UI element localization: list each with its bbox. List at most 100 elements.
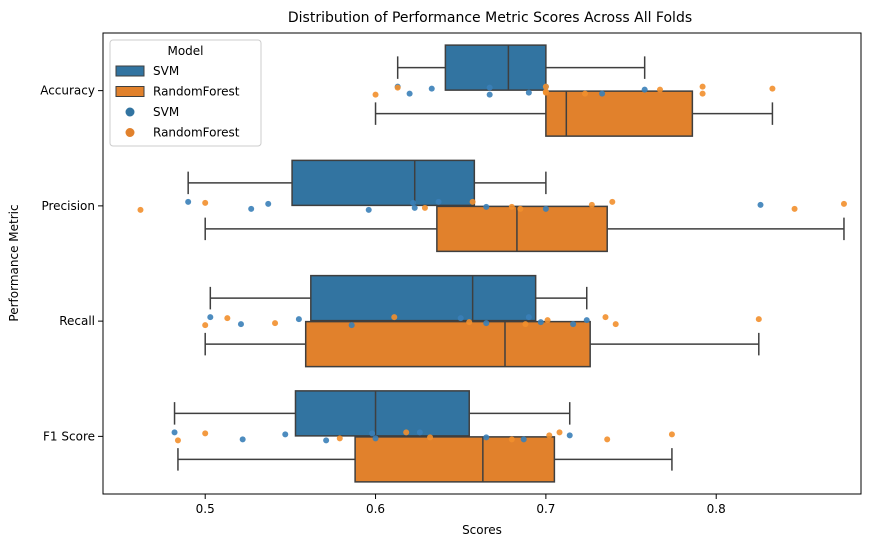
- box-svm-0: [396, 44, 646, 91]
- x-tick-label: 0.8: [707, 502, 726, 516]
- point-randomforest: [612, 321, 619, 328]
- x-tick-label: 0.6: [366, 502, 385, 516]
- point-randomforest: [403, 429, 410, 436]
- point-randomforest: [224, 315, 231, 322]
- legend-label: RandomForest: [153, 126, 240, 140]
- point-randomforest: [699, 90, 706, 97]
- box-svm-1: [187, 159, 547, 207]
- point-svm: [323, 437, 330, 444]
- point-randomforest: [755, 316, 762, 323]
- x-tick-label: 0.5: [196, 502, 215, 516]
- point-randomforest: [604, 436, 611, 443]
- y-tick-label: F1 Score: [43, 429, 95, 443]
- point-svm: [239, 436, 246, 443]
- y-tick-label: Recall: [59, 314, 95, 328]
- legend-swatch-box: [115, 86, 145, 97]
- point-svm: [435, 198, 442, 205]
- point-randomforest: [137, 206, 144, 213]
- point-svm: [416, 429, 423, 436]
- legend-frame: [109, 39, 262, 147]
- point-randomforest: [174, 437, 181, 444]
- point-svm: [185, 198, 192, 205]
- point-randomforest: [546, 432, 553, 439]
- point-randomforest: [202, 199, 209, 206]
- point-svm: [171, 429, 178, 436]
- point-randomforest: [609, 198, 616, 205]
- legend: Model SVM RandomForest SVM RandomForest: [109, 39, 262, 147]
- box-iqr: [436, 205, 608, 253]
- point-randomforest: [791, 205, 798, 212]
- point-randomforest: [202, 322, 209, 329]
- point-randomforest: [668, 431, 675, 438]
- point-svm: [428, 85, 435, 92]
- x-axis-title: Scores: [462, 523, 502, 537]
- box-iqr: [291, 159, 476, 207]
- point-randomforest: [840, 200, 847, 207]
- point-randomforest: [522, 321, 529, 328]
- box-randomforest-0: [374, 90, 774, 137]
- point-svm: [525, 89, 532, 96]
- legend-swatch-point: [125, 128, 135, 137]
- legend-title: Model: [167, 44, 203, 58]
- point-svm: [237, 321, 244, 328]
- legend-label: RandomForest: [153, 85, 240, 99]
- point-svm: [483, 203, 490, 210]
- point-randomforest: [372, 91, 379, 98]
- point-svm: [483, 320, 490, 327]
- point-svm: [566, 432, 573, 439]
- point-randomforest: [544, 317, 551, 324]
- point-svm: [265, 200, 272, 207]
- point-randomforest: [517, 205, 524, 212]
- y-tick-label: Accuracy: [40, 84, 95, 98]
- point-svm: [369, 430, 376, 437]
- legend-swatch-box: [115, 65, 145, 77]
- box-svm-2: [209, 274, 588, 322]
- plot-frame: [102, 32, 862, 495]
- box-iqr: [294, 390, 470, 437]
- point-svm: [537, 319, 544, 326]
- point-randomforest: [699, 83, 706, 90]
- y-axis: Accuracy Precision Recall F1 Score: [40, 84, 103, 443]
- box-randomforest-2: [204, 320, 760, 368]
- legend-label: SVM: [153, 64, 179, 78]
- point-svm: [599, 90, 606, 97]
- box-svm-3: [173, 390, 571, 437]
- x-tick-label: 0.7: [536, 502, 555, 516]
- box-iqr: [444, 44, 547, 91]
- point-svm: [542, 205, 549, 212]
- point-svm: [583, 317, 590, 324]
- point-svm: [525, 314, 532, 321]
- point-randomforest: [508, 436, 515, 443]
- point-svm: [457, 315, 464, 322]
- legend-swatch-point: [125, 107, 135, 117]
- y-tick-label: Precision: [41, 199, 95, 213]
- point-svm: [207, 314, 214, 321]
- point-randomforest: [469, 198, 476, 205]
- point-randomforest: [542, 83, 549, 90]
- point-randomforest: [657, 86, 664, 93]
- point-svm: [282, 431, 289, 438]
- box-iqr: [304, 320, 591, 368]
- point-svm: [406, 90, 413, 97]
- x-axis: 0.5 0.6 0.7 0.8: [196, 494, 726, 516]
- point-svm: [248, 205, 255, 212]
- point-randomforest: [272, 320, 279, 327]
- box-iqr: [545, 90, 694, 137]
- point-svm: [410, 199, 417, 206]
- point-randomforest: [336, 435, 343, 442]
- point-randomforest: [202, 430, 209, 437]
- point-randomforest: [556, 429, 563, 436]
- point-randomforest: [602, 314, 609, 321]
- point-svm: [483, 434, 490, 441]
- point-randomforest: [769, 85, 776, 92]
- point-randomforest: [582, 90, 589, 97]
- point-svm: [641, 86, 648, 93]
- point-randomforest: [394, 84, 401, 91]
- point-randomforest: [588, 201, 595, 208]
- point-svm: [757, 201, 764, 208]
- point-svm: [486, 84, 493, 91]
- point-randomforest: [391, 314, 398, 321]
- point-svm: [365, 206, 372, 213]
- box-randomforest-1: [204, 205, 845, 253]
